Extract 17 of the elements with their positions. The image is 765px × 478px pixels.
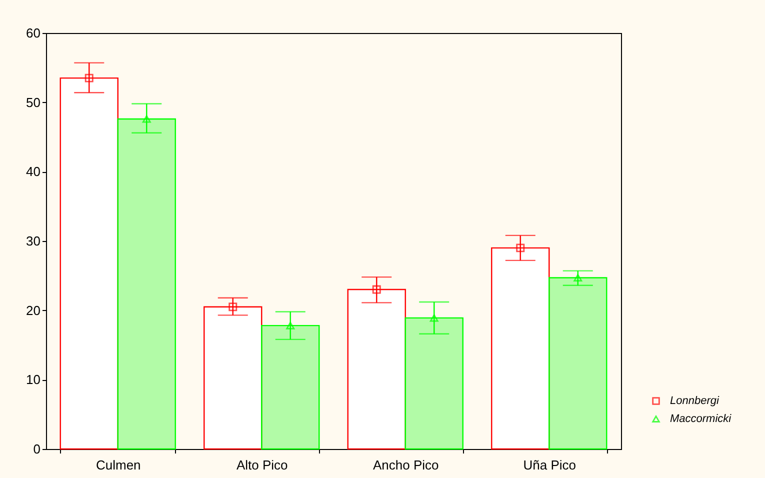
y-tick-label: 50 — [26, 94, 40, 110]
bar — [261, 324, 320, 450]
y-tick-label: 30 — [26, 234, 40, 248]
y-tick-label: 0 — [33, 442, 40, 456]
x-tick-label: Alto Pico — [236, 458, 288, 472]
legend-label: Maccormicki — [670, 413, 732, 425]
y-tick-label: 40 — [26, 164, 40, 180]
x-tick-label: Uña Pico — [523, 458, 576, 472]
y-tick-label: 60 — [26, 26, 40, 40]
bar — [548, 277, 608, 450]
x-tick-label: Ancho Pico — [372, 458, 439, 472]
bar — [404, 317, 464, 450]
x-tick-label: Culmen — [96, 458, 141, 472]
legend-label: Lonnbergi — [670, 395, 720, 407]
bar — [117, 118, 176, 450]
y-tick-label: 20 — [26, 302, 40, 318]
y-tick-label: 10 — [26, 372, 40, 388]
